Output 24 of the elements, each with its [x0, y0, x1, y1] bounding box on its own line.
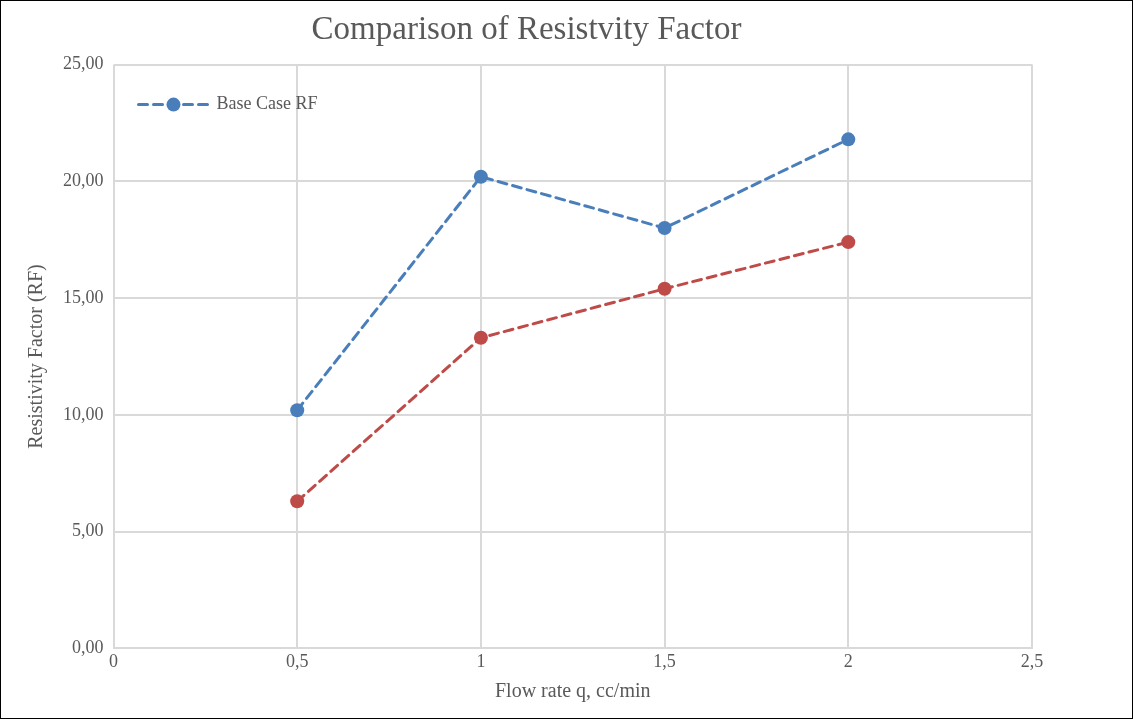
point [841, 235, 856, 250]
y-axis-title: Resistivity Factor (RF) [24, 264, 48, 449]
point [473, 169, 488, 184]
x-tick-label: 1 [476, 650, 486, 671]
x-tick-label: 1,5 [653, 650, 676, 671]
point [290, 403, 305, 418]
point [657, 221, 672, 236]
chart-title: Comparison of Resistvity Factor [311, 10, 742, 47]
point [841, 132, 856, 147]
x-tick-label: 2 [843, 650, 853, 671]
y-tick-label: 25,00 [63, 53, 104, 74]
x-axis-title: Flow rate q, cc/min [494, 679, 651, 703]
point [473, 330, 488, 345]
y-tick-label: 10,00 [63, 403, 104, 424]
y-tick-label: 15,00 [63, 286, 104, 307]
x-tick-label: 0 [109, 650, 118, 671]
point [290, 494, 305, 509]
y-tick-label: 0,00 [72, 637, 104, 658]
y-tick-label: 20,00 [63, 170, 104, 191]
y-tick-label: 5,00 [72, 520, 104, 541]
legend-label: Base Case RF [216, 93, 318, 114]
point [657, 281, 672, 296]
x-tick-label: 0,5 [285, 650, 309, 671]
x-tick-label: 2,5 [1020, 650, 1044, 671]
